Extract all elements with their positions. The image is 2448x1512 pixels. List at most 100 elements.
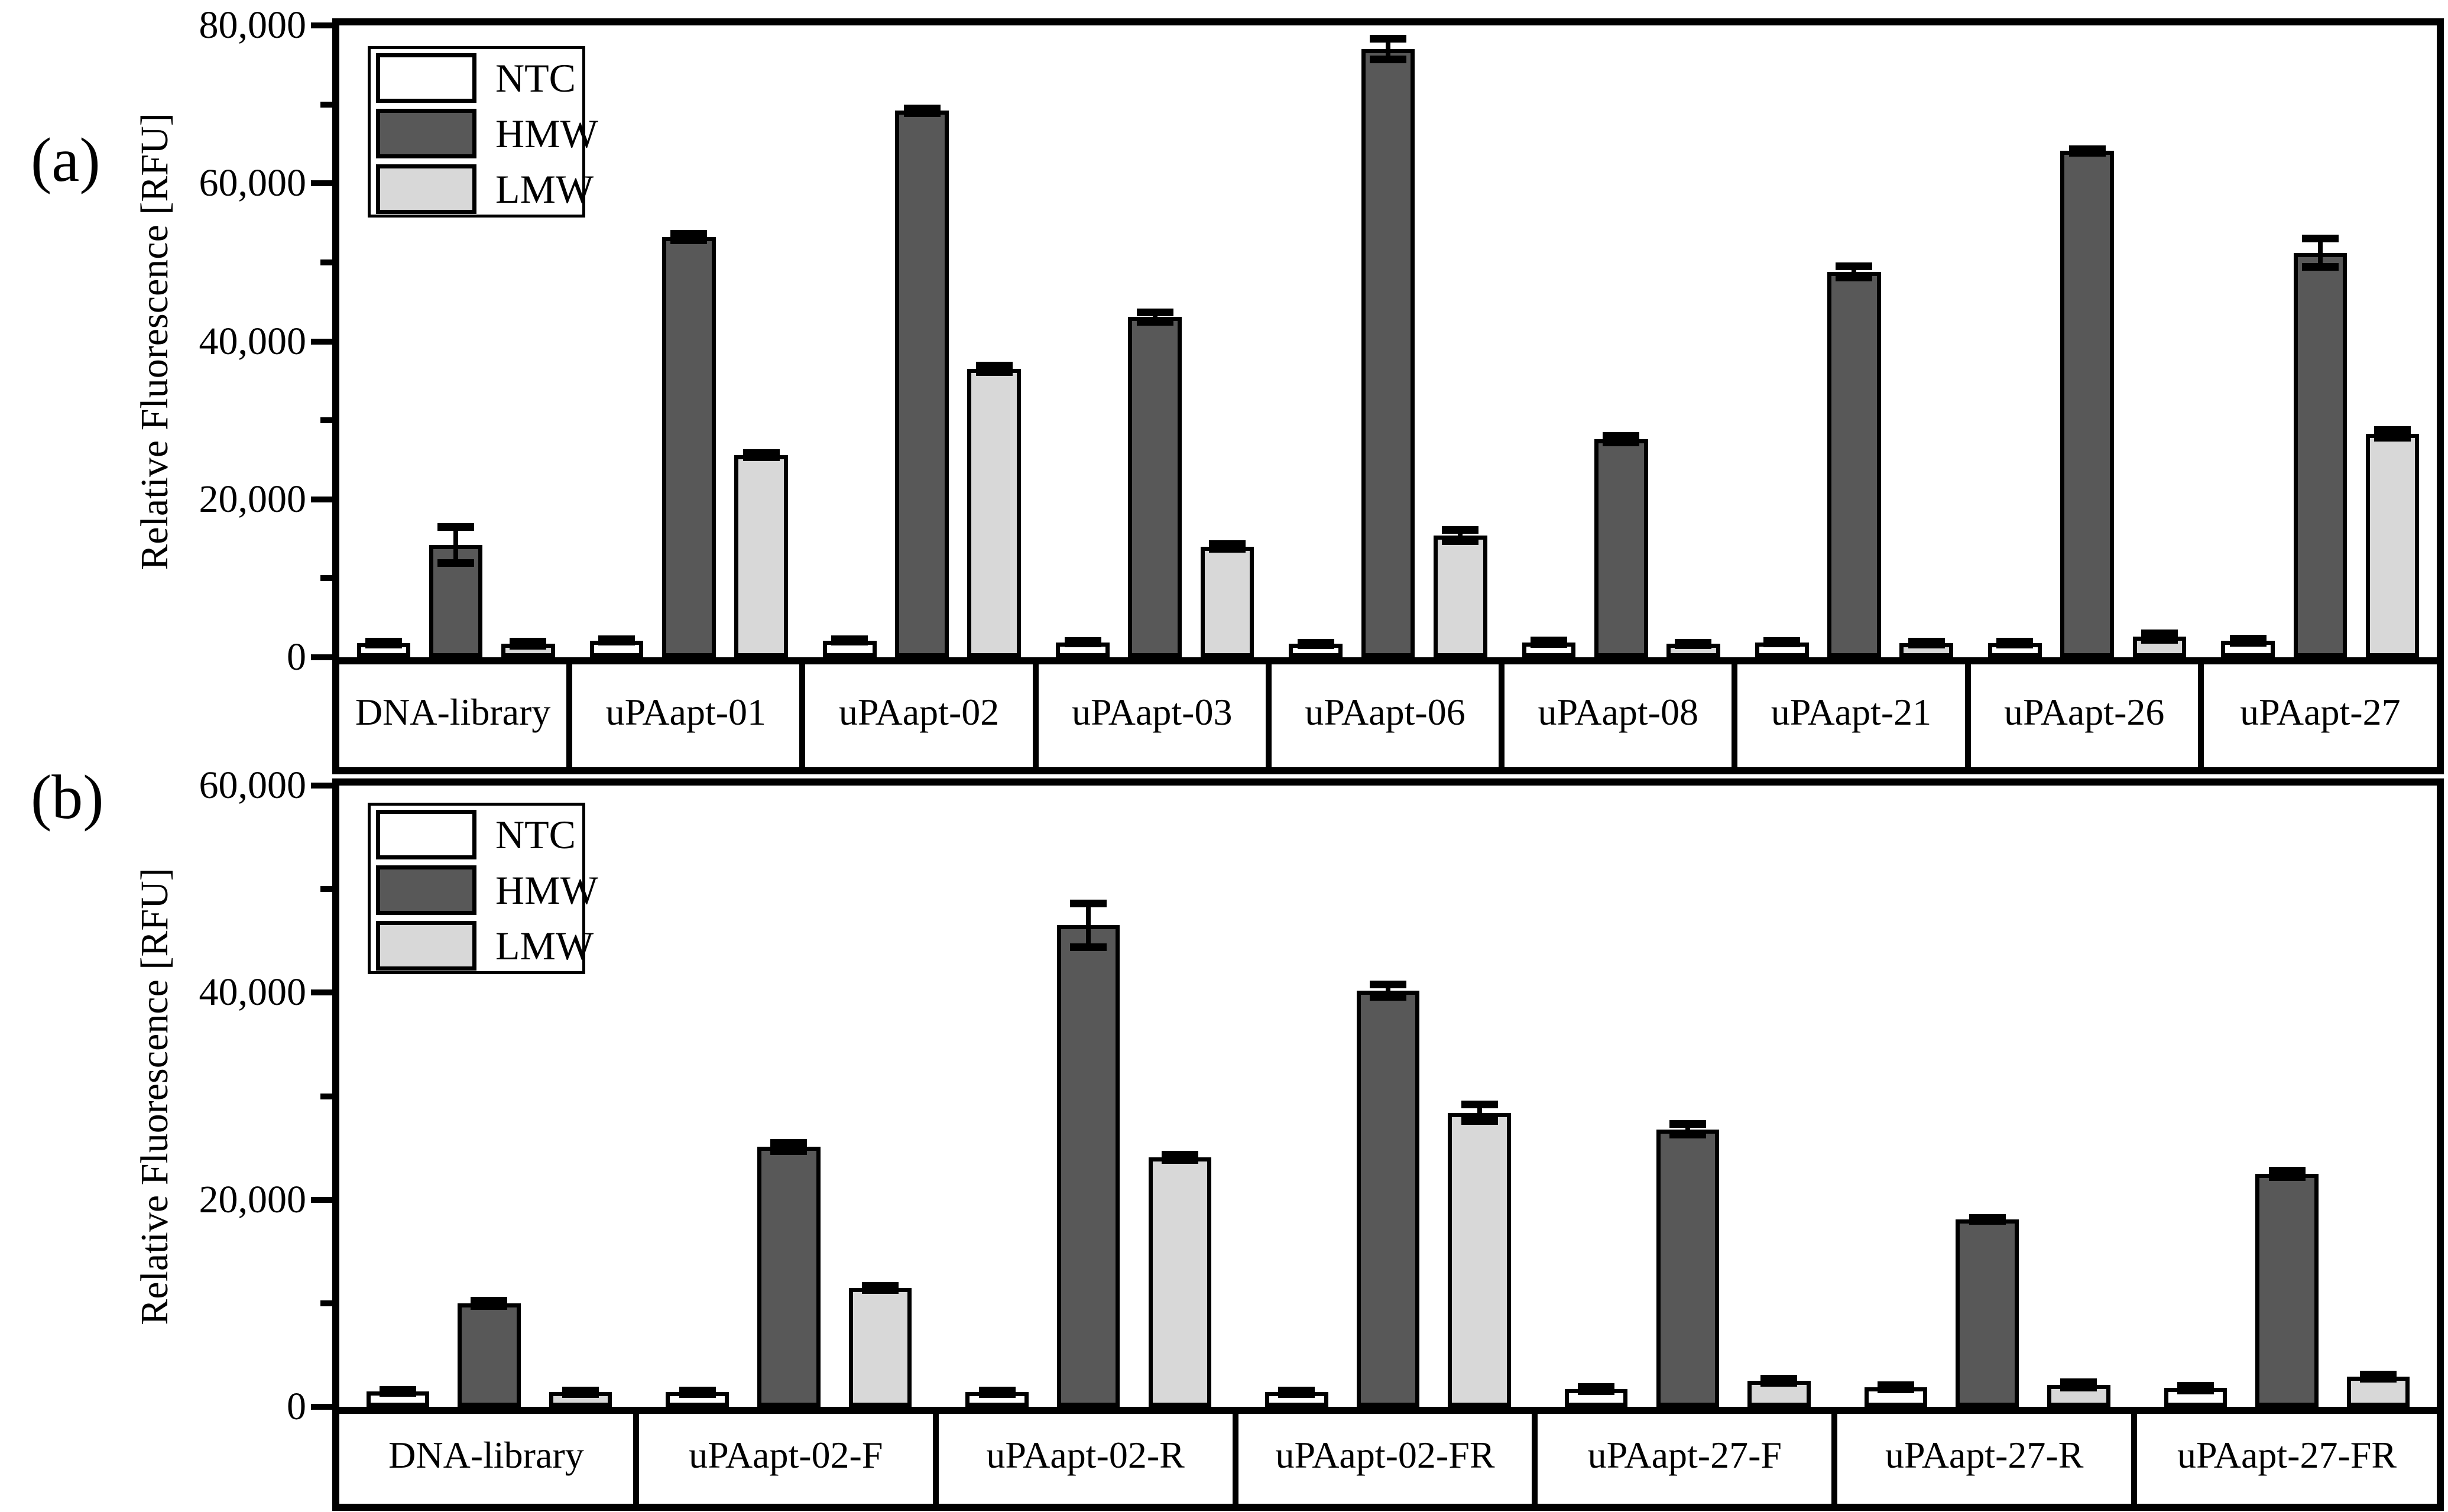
category-label: uPAapt-27-F	[1587, 1434, 1782, 1476]
bar-ntc	[1864, 1387, 1928, 1407]
bar-hmw	[1827, 271, 1881, 657]
legend-swatch-ntc	[376, 53, 476, 103]
bar-lmw	[1200, 546, 1254, 657]
error-bar	[2390, 430, 2395, 438]
category-cell: DNA-library	[339, 1407, 639, 1504]
y-tick-minor	[320, 101, 332, 108]
error-bar	[1152, 312, 1157, 322]
y-tick-major	[311, 654, 332, 660]
legend-label: LMW	[495, 923, 594, 968]
category-cell: uPAapt-27-FR	[2137, 1407, 2437, 1504]
category-cell: uPAapt-02-F	[639, 1407, 939, 1504]
y-tick-label: 20,000	[199, 477, 307, 521]
error-bar-cap	[1064, 640, 1101, 648]
category-label: uPAapt-27	[2240, 691, 2401, 733]
error-bar-cap	[2301, 235, 2339, 243]
error-bar-cap	[770, 1138, 808, 1147]
error-bar-cap	[471, 1302, 508, 1310]
category-label: uPAapt-03	[1072, 691, 1233, 733]
y-tick-label: 20,000	[199, 1177, 307, 1221]
y-axis-title-b: Relative Fluorescence [RFU]	[133, 868, 176, 1325]
legend-swatch-lmw	[376, 921, 476, 971]
bar-hmw	[2255, 1173, 2319, 1407]
error-bar-cap	[437, 523, 475, 531]
error-bar-cap	[1136, 317, 1173, 326]
category-label: uPAapt-01	[605, 691, 767, 733]
error-bar-cap	[1370, 980, 1406, 988]
error-bar-cap	[1442, 526, 1479, 534]
category-label: uPAapt-02-R	[986, 1434, 1185, 1476]
error-bar-cap	[2374, 434, 2411, 442]
error-bar-cap	[2177, 1387, 2214, 1395]
error-bar-cap	[510, 642, 547, 650]
y-tick-major	[311, 783, 332, 789]
bar-lmw	[734, 455, 788, 657]
error-bar-cap	[770, 1147, 808, 1155]
error-bar	[786, 1143, 792, 1151]
error-bar	[1086, 903, 1091, 948]
error-bar-cap	[1578, 1387, 1615, 1396]
legend-label: HMW	[495, 868, 598, 913]
bar-hmw	[662, 237, 716, 657]
y-tick-major	[311, 1196, 332, 1203]
y-tick-major	[311, 338, 332, 345]
error-bar-cap	[1603, 439, 1640, 447]
bar-hmw	[1356, 990, 1420, 1407]
category-label: uPAapt-02	[838, 691, 1000, 733]
bar-lmw	[848, 1287, 912, 1407]
error-bar	[1386, 38, 1390, 60]
bar-lmw	[2365, 433, 2420, 657]
error-bar-cap	[1161, 1156, 1198, 1164]
bar-hmw	[1656, 1129, 1720, 1407]
error-bar-cap	[1675, 641, 1712, 649]
error-bar-cap	[1603, 432, 1640, 440]
bar-lmw	[549, 1392, 612, 1407]
error-bar-cap	[2374, 426, 2411, 434]
error-bar-cap	[1136, 308, 1173, 316]
category-cell: uPAapt-21	[1737, 657, 1971, 767]
bar-hmw	[1056, 925, 1120, 1407]
error-bar	[453, 527, 459, 563]
category-cell: uPAapt-02-R	[939, 1407, 1238, 1504]
error-bar-cap	[1070, 943, 1107, 951]
category-label: uPAapt-26	[2003, 691, 2165, 733]
error-bar-cap	[975, 368, 1013, 377]
y-tick-label: 40,000	[199, 319, 307, 363]
error-bar	[1852, 266, 1857, 278]
category-cell: uPAapt-02	[805, 657, 1039, 767]
error-bar-cap	[598, 638, 635, 646]
error-bar-cap	[1836, 273, 1873, 281]
plot-frame-b	[332, 778, 2444, 1414]
y-tick-major	[311, 496, 332, 502]
error-bar-cap	[379, 1388, 416, 1397]
y-tick-label: 40,000	[199, 971, 307, 1014]
y-tick-major	[311, 1404, 332, 1410]
error-bar-cap	[975, 362, 1013, 370]
error-bar-cap	[2141, 630, 2178, 638]
y-tick-label: 0	[287, 1385, 306, 1428]
y-tick-label: 60,000	[199, 161, 307, 205]
error-bar-cap	[1878, 1385, 1915, 1393]
error-bar-cap	[1442, 537, 1479, 546]
error-bar-cap	[978, 1390, 1016, 1398]
bar-lmw	[967, 369, 1022, 657]
bar-hmw	[2293, 252, 2348, 657]
category-cell: uPAapt-01	[572, 657, 806, 767]
category-label: DNA-library	[388, 1434, 584, 1476]
legend-label: HMW	[495, 111, 598, 156]
bar-hmw	[757, 1147, 821, 1407]
error-bar-cap	[562, 1390, 599, 1398]
category-cell: uPAapt-06	[1272, 657, 1505, 767]
error-bar-cap	[2360, 1375, 2397, 1383]
error-bar-cap	[1297, 641, 1334, 649]
y-tick-label: 60,000	[199, 764, 307, 807]
category-label: uPAapt-08	[1538, 691, 1698, 733]
legend-label: NTC	[495, 812, 576, 857]
category-label: uPAapt-21	[1771, 691, 1932, 733]
bar-lmw	[1433, 536, 1487, 657]
error-bar-cap	[831, 638, 868, 646]
error-bar-cap	[1969, 1217, 2006, 1225]
bar-hmw	[1594, 439, 1648, 657]
category-cell: uPAapt-27	[2204, 657, 2437, 767]
